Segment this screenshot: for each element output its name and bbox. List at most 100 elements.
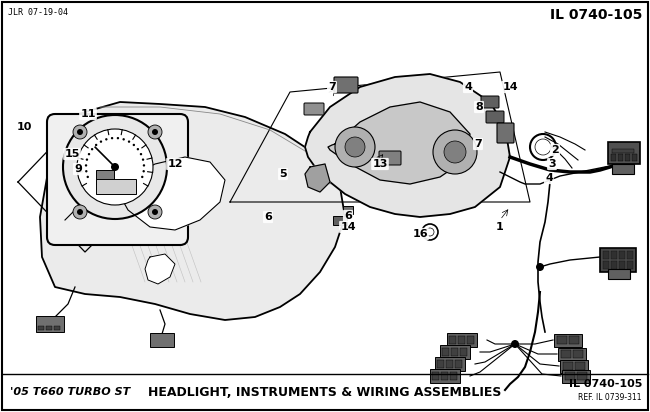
FancyBboxPatch shape (430, 369, 460, 383)
Bar (449, 336, 456, 344)
Circle shape (148, 205, 162, 219)
Circle shape (345, 137, 365, 157)
Circle shape (136, 148, 139, 150)
Text: 14: 14 (340, 222, 356, 232)
Bar (96, 179, 136, 194)
Circle shape (122, 138, 125, 140)
Text: 15: 15 (64, 149, 80, 159)
FancyBboxPatch shape (481, 96, 499, 108)
Circle shape (535, 139, 551, 155)
Bar (563, 362, 573, 370)
Bar (467, 336, 474, 344)
Bar (565, 372, 575, 380)
Circle shape (99, 140, 102, 143)
Circle shape (128, 140, 130, 143)
FancyBboxPatch shape (600, 248, 636, 272)
FancyBboxPatch shape (554, 333, 582, 346)
Circle shape (142, 159, 144, 161)
Bar (618, 154, 623, 161)
FancyBboxPatch shape (440, 345, 470, 359)
Circle shape (433, 130, 477, 174)
Circle shape (141, 176, 144, 178)
Bar (611, 251, 617, 259)
FancyBboxPatch shape (562, 370, 590, 382)
Bar (627, 251, 633, 259)
Bar (54, 326, 60, 330)
Bar (432, 372, 439, 380)
Text: JLR 07-19-04: JLR 07-19-04 (8, 8, 68, 17)
Circle shape (111, 137, 113, 139)
Text: 10: 10 (16, 122, 32, 132)
FancyBboxPatch shape (47, 114, 188, 245)
Bar (611, 261, 617, 269)
Bar (451, 348, 458, 356)
Bar (612, 149, 634, 153)
Circle shape (77, 129, 153, 205)
Bar (625, 154, 630, 161)
Bar (561, 350, 571, 358)
Bar (46, 326, 52, 330)
Bar (455, 360, 462, 368)
Bar (450, 372, 457, 380)
Circle shape (85, 164, 87, 166)
FancyBboxPatch shape (379, 151, 401, 165)
Circle shape (152, 209, 158, 215)
Circle shape (86, 159, 88, 161)
Text: 6: 6 (264, 212, 272, 222)
Text: 9: 9 (74, 164, 82, 174)
Circle shape (73, 125, 87, 139)
Circle shape (63, 115, 167, 219)
Text: '05 T660 TURBO ST: '05 T660 TURBO ST (10, 387, 130, 397)
FancyBboxPatch shape (333, 215, 347, 225)
FancyBboxPatch shape (558, 347, 586, 360)
Text: 7: 7 (328, 82, 336, 92)
Text: 12: 12 (167, 159, 183, 169)
Circle shape (152, 129, 158, 135)
Text: 5: 5 (280, 169, 287, 179)
FancyBboxPatch shape (343, 206, 353, 214)
Bar (632, 154, 637, 161)
Text: 13: 13 (372, 159, 387, 169)
Bar (38, 326, 44, 330)
Bar (446, 360, 453, 368)
FancyBboxPatch shape (447, 333, 477, 347)
Circle shape (140, 153, 142, 155)
Circle shape (105, 138, 107, 140)
FancyBboxPatch shape (608, 269, 630, 279)
Circle shape (88, 153, 90, 155)
Text: 7: 7 (474, 139, 482, 149)
Text: REF. IL 0739-311: REF. IL 0739-311 (578, 393, 642, 403)
Text: 1: 1 (496, 222, 504, 232)
Text: 6: 6 (344, 211, 352, 221)
Text: 4: 4 (545, 173, 553, 183)
Bar (460, 348, 467, 356)
Bar (603, 251, 609, 259)
Text: 4: 4 (464, 82, 472, 92)
Bar (441, 372, 448, 380)
Circle shape (444, 141, 466, 163)
Text: IL 0740-105: IL 0740-105 (550, 8, 642, 22)
Bar (619, 261, 625, 269)
Circle shape (133, 144, 135, 146)
Text: HEADLIGHT, INSTRUMENTS & WIRING ASSEMBLIES: HEADLIGHT, INSTRUMENTS & WIRING ASSEMBLI… (148, 386, 502, 398)
Text: 16: 16 (412, 229, 428, 239)
Circle shape (536, 263, 544, 271)
Circle shape (95, 144, 98, 146)
Bar (603, 261, 609, 269)
Circle shape (73, 205, 87, 219)
Circle shape (77, 129, 83, 135)
Text: 11: 11 (80, 109, 96, 119)
Circle shape (142, 170, 145, 173)
Circle shape (117, 137, 119, 139)
Bar (577, 372, 587, 380)
Bar (437, 360, 444, 368)
Polygon shape (145, 254, 175, 284)
Text: 14: 14 (502, 82, 518, 92)
Circle shape (91, 148, 94, 150)
Text: 2: 2 (551, 145, 559, 155)
Bar (575, 362, 585, 370)
Circle shape (511, 340, 519, 348)
Circle shape (77, 209, 83, 215)
Polygon shape (118, 157, 225, 230)
Text: IL 0740-105: IL 0740-105 (569, 379, 642, 389)
